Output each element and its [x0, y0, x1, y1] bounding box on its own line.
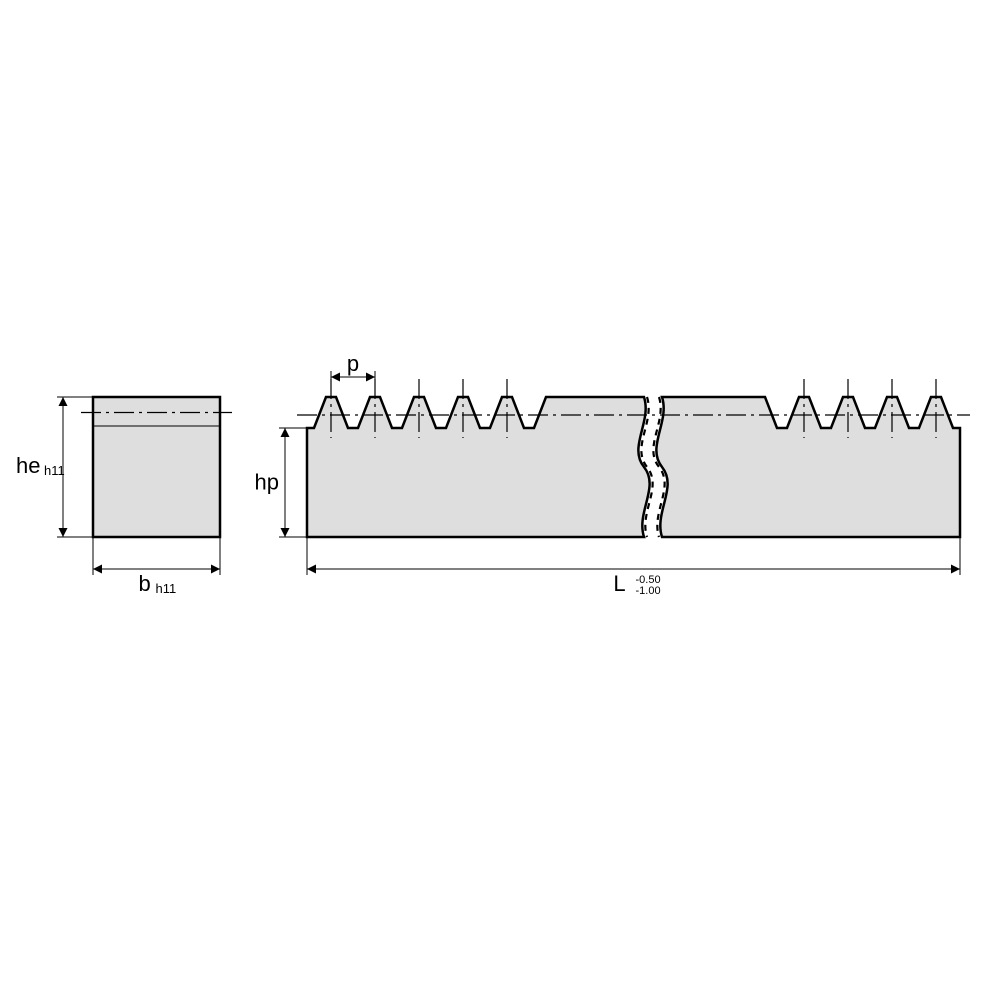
label-b-tol: h11: [156, 581, 177, 596]
label-p: p: [347, 351, 359, 376]
cross-section-body: [93, 397, 220, 537]
label-hp: hp: [255, 470, 279, 495]
label-he-tol: h11: [44, 463, 65, 478]
label-b: b: [139, 571, 151, 596]
rack-left: [307, 397, 650, 537]
label-L: L: [613, 571, 625, 596]
rack-right: [656, 397, 960, 537]
label-he: he: [16, 453, 40, 478]
label-L-tol-bot: -1.00: [636, 585, 661, 597]
